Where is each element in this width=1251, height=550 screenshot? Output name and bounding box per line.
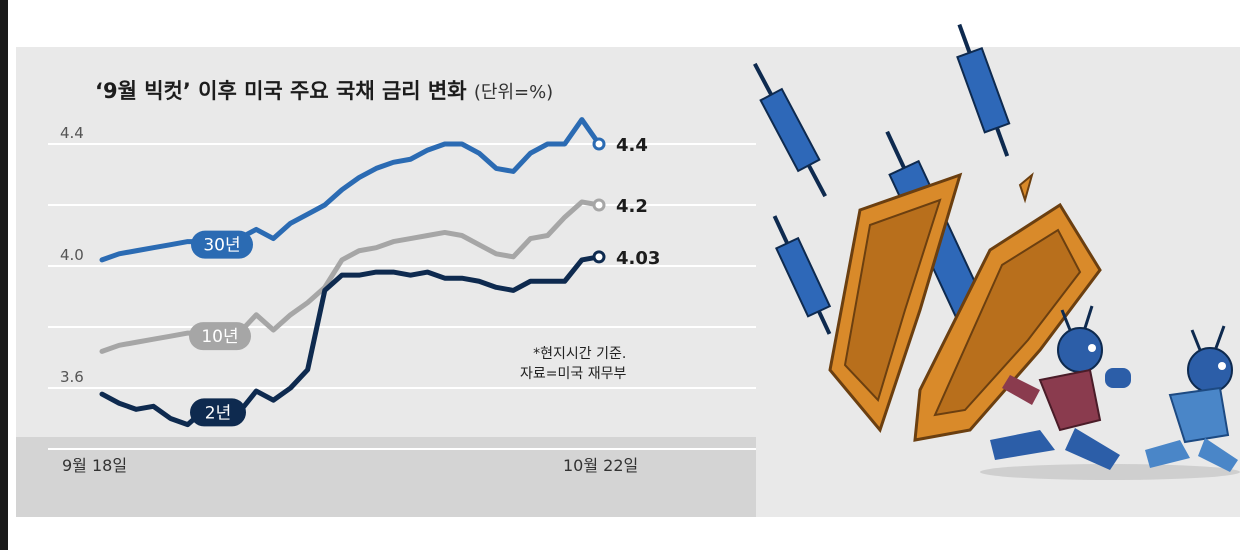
- ground-shadow: [980, 464, 1240, 480]
- y-tick-label: 4.0: [60, 246, 84, 264]
- series-end-marker: [592, 198, 606, 212]
- ant-figure-blue: [1145, 325, 1238, 472]
- series-name-label: 2년: [205, 403, 231, 423]
- chart-title: ‘9월 빅컷’ 이후 미국 주요 국채 금리 변화 (단위=%): [95, 75, 553, 105]
- series-name-pill: [190, 398, 246, 427]
- note-timezone: *현지시간 기준.: [533, 346, 627, 362]
- x-label-end: 10월 22일: [563, 456, 639, 475]
- chart-unit: (단위=%): [473, 82, 554, 103]
- series-end-marker: [592, 250, 606, 264]
- source-note: *현지시간 기준. 자료=미국 재무부: [520, 344, 626, 384]
- ants-pushing-candlestick-illustration: [753, 23, 1240, 480]
- orange-percent-shape: [828, 172, 1102, 442]
- chart-title-text: ‘9월 빅컷’ 이후 미국 주요 국채 금리 변화: [95, 79, 467, 103]
- series-end-marker: [592, 137, 606, 151]
- left-border: [0, 0, 8, 550]
- series-name-pill: [191, 230, 253, 259]
- x-label-start: 9월 18일: [62, 456, 128, 475]
- note-source: 자료=미국 재무부: [520, 366, 627, 382]
- series-end-value: 4.03: [616, 248, 660, 269]
- series-end-value: 4.4: [616, 135, 648, 156]
- series-name-pill: [189, 322, 251, 351]
- x-axis-band: [16, 437, 756, 517]
- series-name-label: 30년: [203, 236, 240, 256]
- y-tick-label: 3.6: [60, 368, 84, 386]
- series-end-value: 4.2: [616, 196, 648, 217]
- series-line: [99, 117, 602, 263]
- series-line: [99, 199, 602, 354]
- series-line: [99, 254, 602, 428]
- series-name-label: 10년: [201, 327, 238, 347]
- y-tick-label: 4.4: [60, 124, 84, 142]
- ant-figure-maroon: [990, 305, 1131, 470]
